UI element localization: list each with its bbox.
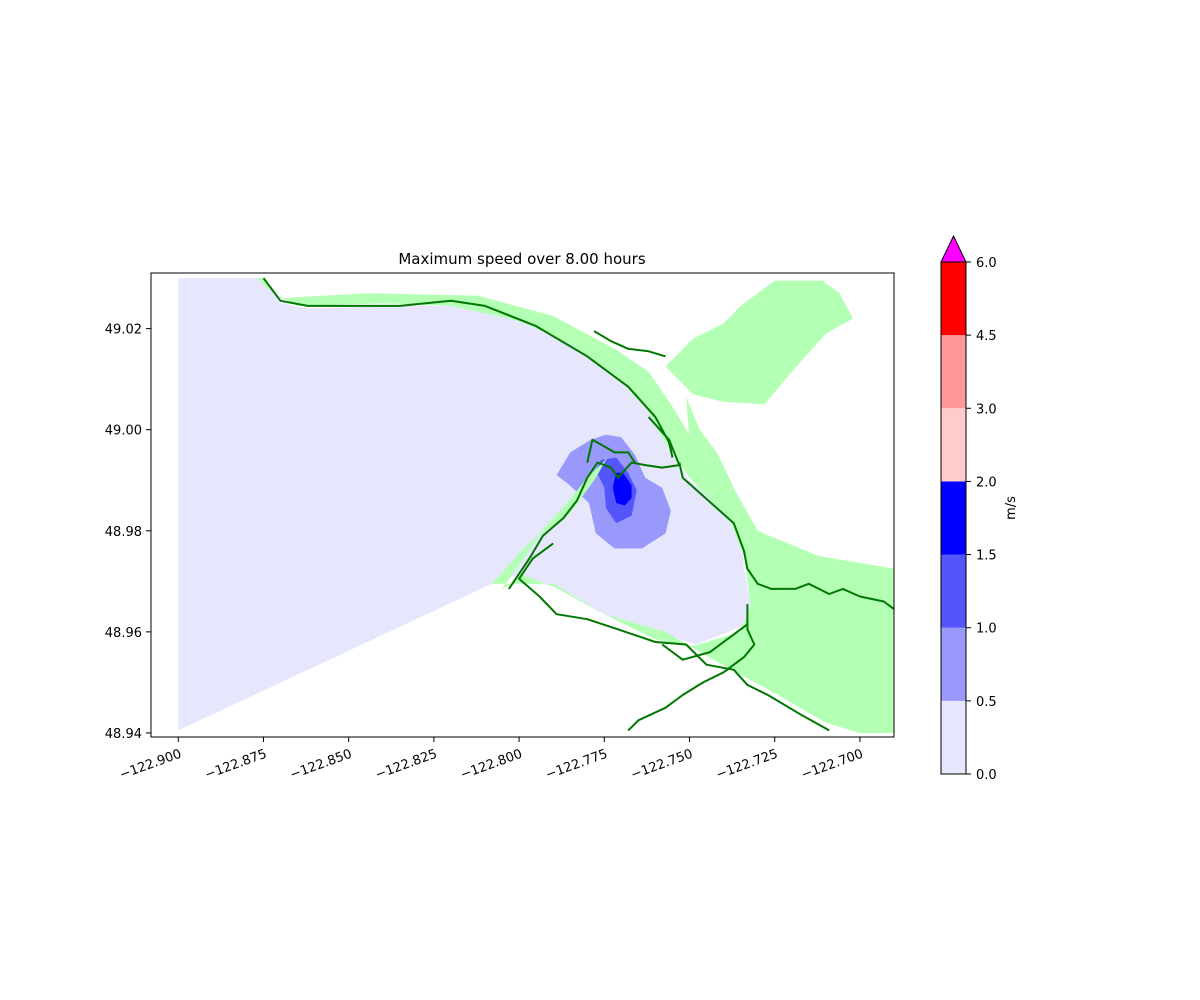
x-axis: −122.900 −122.875 −122.850 −122.825 −122.800… bbox=[118, 737, 865, 783]
colorbar-tick-label: 6.0 bbox=[976, 256, 997, 271]
shoreline-6 bbox=[661, 623, 748, 661]
axes-frame bbox=[150, 272, 895, 738]
x-tick-label: −122.900 bbox=[118, 747, 184, 783]
shoreline-5 bbox=[627, 604, 756, 732]
shorelines bbox=[262, 277, 894, 732]
shoreline-0 bbox=[262, 277, 674, 458]
shoreline-7 bbox=[586, 438, 636, 464]
y-axis: 48.94 48.96 48.98 49.00 49.02 bbox=[105, 323, 151, 742]
shoreline-2 bbox=[508, 416, 681, 590]
colorbar-segment bbox=[941, 335, 966, 409]
colorbar-label: m/s bbox=[1004, 496, 1019, 520]
x-tick-label: −122.750 bbox=[629, 747, 695, 783]
speed-level-1.5-2.0 bbox=[612, 472, 632, 506]
colorbar-segment bbox=[941, 481, 966, 555]
colorbar-tick-label: 4.5 bbox=[976, 329, 997, 344]
chart-title: Maximum speed over 8.00 hours bbox=[398, 250, 646, 268]
speed-level-0.0-0.5 bbox=[178, 278, 751, 731]
x-tick-label: −122.700 bbox=[799, 747, 865, 783]
colorbar: 0.0 0.5 1.0 1.5 2.0 3.0 4.5 6.0 bbox=[940, 234, 997, 783]
land-region-0 bbox=[256, 278, 894, 733]
shoreline-1 bbox=[593, 330, 666, 358]
y-tick-label: 49.02 bbox=[105, 323, 142, 338]
colorbar-extend-triangle bbox=[940, 234, 967, 263]
colorbar-tick-label: 3.0 bbox=[976, 402, 997, 417]
x-tick-label: −122.800 bbox=[459, 747, 525, 783]
x-tick-label: −122.850 bbox=[288, 747, 354, 783]
colorbar-tick-label: 2.0 bbox=[976, 475, 997, 490]
speed-contours bbox=[178, 278, 751, 731]
x-tick-label: −122.875 bbox=[203, 747, 269, 783]
colorbar-segment bbox=[941, 554, 966, 628]
land-regions bbox=[256, 278, 894, 733]
y-tick-label: 48.98 bbox=[105, 525, 142, 540]
shoreline-4 bbox=[518, 542, 830, 732]
colorbar-tick-label: 0.0 bbox=[976, 768, 997, 783]
land-region-1 bbox=[665, 280, 854, 405]
colorbar-segment bbox=[941, 262, 966, 336]
x-tick-label: −122.825 bbox=[373, 747, 439, 783]
colorbar-tick-label: 1.0 bbox=[976, 622, 997, 637]
colorbar-segment bbox=[941, 627, 966, 701]
colorbar-tick-label: 0.5 bbox=[976, 695, 997, 710]
y-tick-label: 48.94 bbox=[105, 727, 142, 742]
x-tick-label: −122.725 bbox=[714, 747, 780, 783]
shoreline-3 bbox=[678, 462, 894, 610]
x-tick-label: −122.775 bbox=[544, 747, 610, 783]
colorbar-segment bbox=[941, 408, 966, 482]
y-tick-label: 49.00 bbox=[105, 424, 142, 439]
colorbar-segment bbox=[941, 700, 966, 774]
land-region-2 bbox=[686, 396, 741, 508]
colorbar-frame bbox=[940, 261, 967, 775]
plot-area bbox=[178, 277, 894, 733]
colorbar-tick-label: 1.5 bbox=[976, 549, 997, 564]
y-tick-label: 48.96 bbox=[105, 626, 142, 641]
